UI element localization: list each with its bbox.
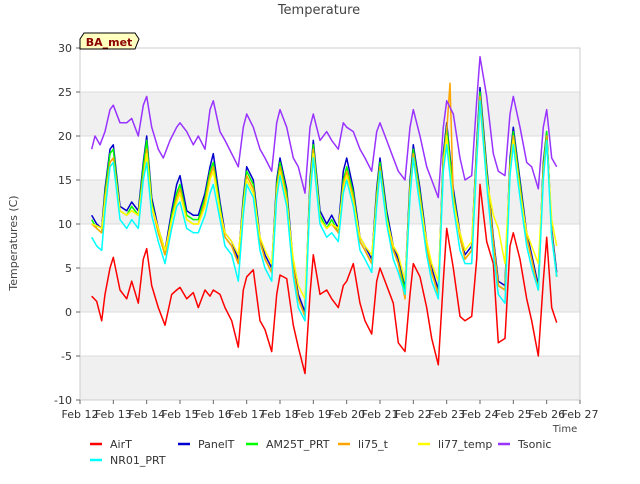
series-line-nr01-prt (91, 100, 558, 322)
x-tick-label: Feb 17 (228, 408, 265, 421)
legend-label: AirT (110, 438, 132, 451)
x-tick-label: Feb 24 (462, 408, 499, 421)
y-tick-label: 10 (58, 218, 72, 231)
legend-item: li75_t (338, 438, 389, 451)
legend-label: PanelT (198, 438, 235, 451)
x-tick-label: Feb 26 (528, 408, 565, 421)
x-tick-label: Feb 27 (562, 408, 599, 421)
legend-item: PanelT (178, 438, 235, 451)
y-tick-label: -5 (61, 350, 72, 363)
y-axis-label: Temperatures (C) (7, 195, 20, 291)
y-tick-label: 20 (58, 130, 72, 143)
y-tick-label: 25 (58, 86, 72, 99)
x-tick-label: Feb 25 (495, 408, 532, 421)
y-ticks: -10 -5 0 5 10 15 20 25 30 (54, 42, 80, 407)
y-tick-label: 30 (58, 42, 72, 55)
series-lines (90, 56, 558, 375)
plot-band (80, 180, 580, 224)
x-tick-label: Feb 18 (262, 408, 299, 421)
series-line-airt (91, 183, 558, 375)
legend: AirT PanelT AM25T_PRT li75_t li77_temp Tsonic… (90, 438, 551, 467)
site-label-box: BA_met (79, 32, 140, 50)
legend-label: li75_t (358, 438, 389, 451)
legend-item: Tsonic (498, 438, 551, 451)
site-label: BA_met (86, 36, 133, 49)
x-tick-label: Feb 12 (62, 408, 99, 421)
y-tick-label: -10 (54, 394, 72, 407)
legend-item: li77_temp (418, 438, 492, 451)
legend-label: AM25T_PRT (266, 438, 330, 451)
x-tick-label: Feb 14 (128, 408, 165, 421)
plot-band (80, 92, 580, 136)
chart-title: Temperature (277, 3, 360, 18)
y-tick-label: 5 (65, 262, 72, 275)
y-tick-label: 0 (65, 306, 72, 319)
legend-label: NR01_PRT (110, 454, 166, 467)
x-tick-label: Feb 16 (195, 408, 232, 421)
y-tick-label: 15 (58, 174, 72, 187)
legend-item: AirT (90, 438, 132, 451)
series-line-tsonic (90, 56, 558, 199)
x-tick-label: Feb 20 (328, 408, 365, 421)
site-label-background (79, 32, 140, 50)
x-tick-label: Feb 15 (162, 408, 199, 421)
legend-label: li77_temp (438, 438, 492, 451)
x-tick-label: Feb 19 (295, 408, 332, 421)
legend-item: AM25T_PRT (246, 438, 330, 451)
x-tick-label: Feb 21 (362, 408, 399, 421)
legend-label: Tsonic (517, 438, 551, 451)
x-axis-label: Time (552, 424, 577, 435)
x-tick-label: Feb 13 (95, 408, 132, 421)
x-tick-label: Feb 23 (428, 408, 465, 421)
plot-band (80, 356, 580, 400)
legend-item: NR01_PRT (90, 454, 166, 467)
x-tick-label: Feb 22 (395, 408, 432, 421)
